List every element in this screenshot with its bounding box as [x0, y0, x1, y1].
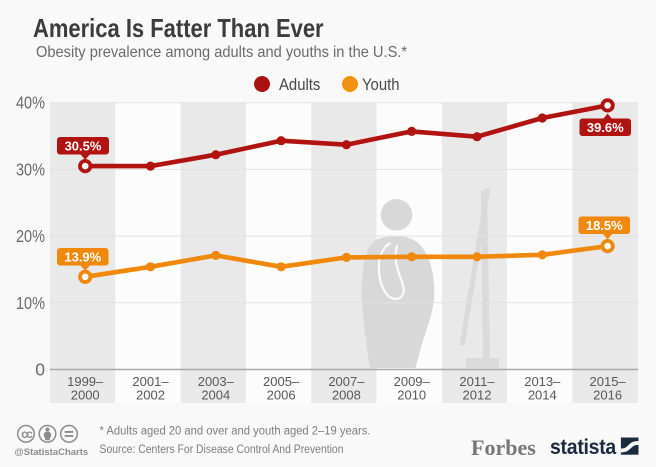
svg-text:20%: 20%	[16, 226, 45, 246]
svg-text:30.5%: 30.5%	[65, 139, 102, 154]
svg-text:2000: 2000	[71, 388, 100, 403]
svg-text:2011–: 2011–	[459, 374, 495, 389]
svg-text:2012: 2012	[463, 388, 492, 403]
svg-text:2003–: 2003–	[198, 374, 235, 389]
svg-text:Forbes: Forbes	[471, 435, 536, 460]
svg-text:18.5%: 18.5%	[586, 218, 623, 233]
svg-text:statista: statista	[550, 435, 617, 459]
svg-text:* Adults aged 20 and over and: * Adults aged 20 and over and youth aged…	[100, 426, 371, 438]
svg-text:2006: 2006	[267, 388, 296, 403]
svg-text:2007–: 2007–	[328, 374, 365, 389]
svg-text:2009–: 2009–	[394, 374, 431, 389]
svg-text:2015–: 2015–	[590, 374, 627, 389]
svg-text:2016: 2016	[593, 388, 622, 403]
svg-text:@StatistaCharts: @StatistaCharts	[15, 447, 89, 458]
svg-text:1999–: 1999–	[67, 374, 104, 389]
svg-text:30%: 30%	[16, 159, 45, 179]
svg-text:cc: cc	[21, 427, 33, 441]
svg-text:2004: 2004	[201, 388, 230, 403]
svg-text:Source: Centers For Disease Co: Source: Centers For Disease Control And …	[100, 444, 344, 456]
svg-text:2008: 2008	[332, 388, 361, 403]
svg-text:2013–: 2013–	[524, 374, 561, 389]
svg-text:2014: 2014	[528, 388, 557, 403]
svg-text:2010: 2010	[397, 388, 426, 403]
svg-text:2005–: 2005–	[263, 374, 300, 389]
svg-text:40%: 40%	[16, 93, 45, 113]
svg-text:10%: 10%	[16, 293, 45, 313]
svg-text:39.6%: 39.6%	[587, 120, 624, 135]
svg-text:2001–: 2001–	[132, 374, 169, 389]
svg-text:13.9%: 13.9%	[64, 250, 101, 265]
svg-text:2002: 2002	[136, 388, 165, 403]
svg-text:0: 0	[35, 360, 45, 380]
